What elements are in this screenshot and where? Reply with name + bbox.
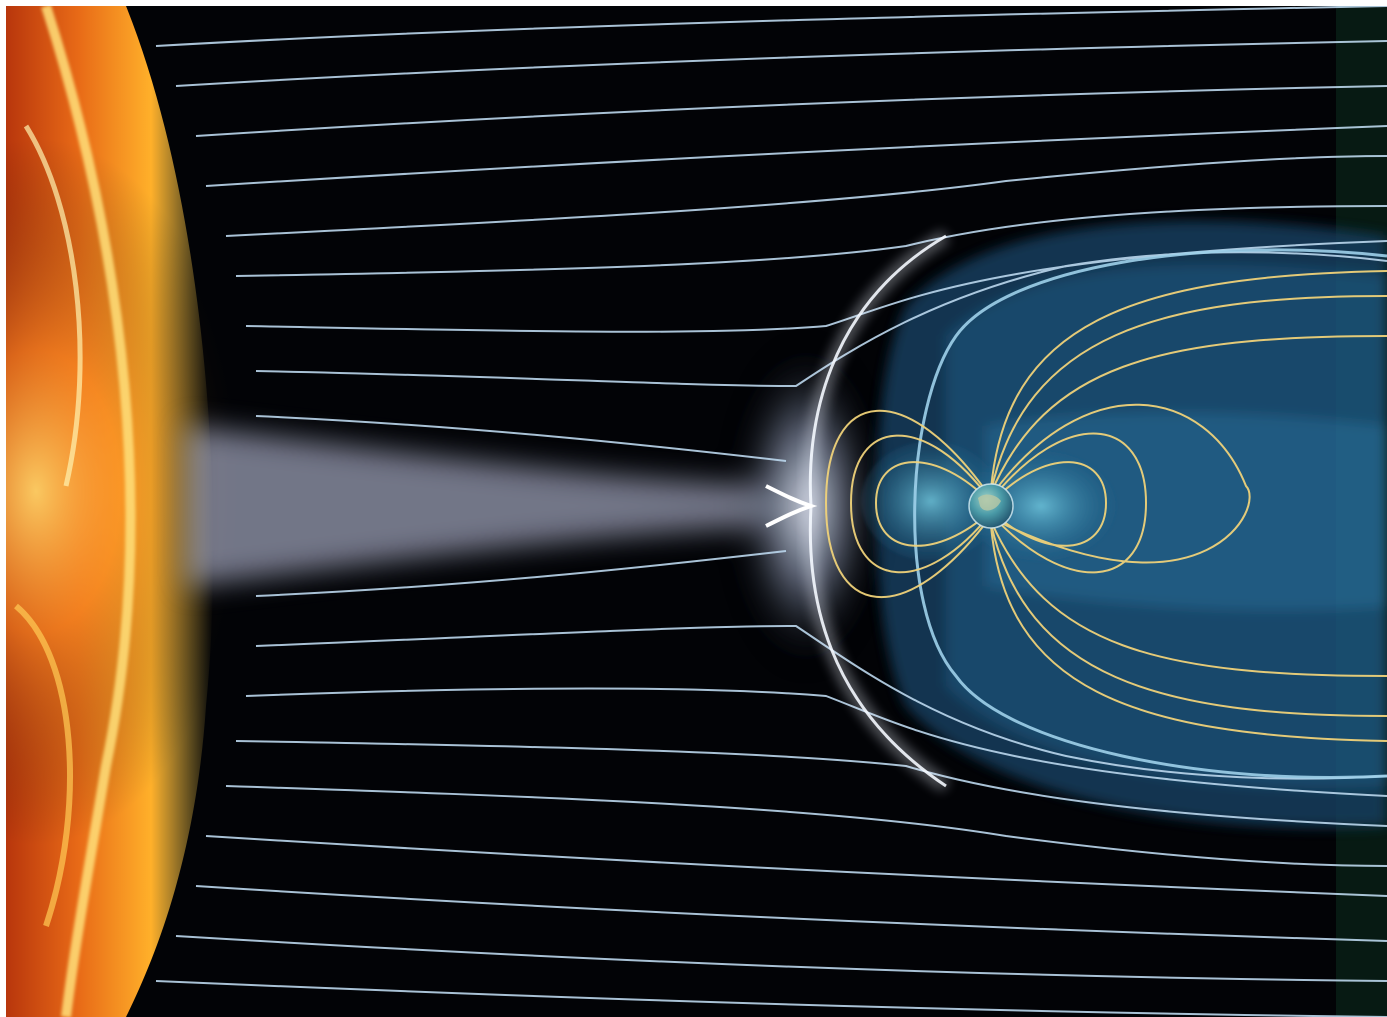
illustration-frame xyxy=(6,6,1387,1017)
earth-field-lines xyxy=(824,270,1387,742)
earth xyxy=(968,483,1014,529)
magnetosphere-illustration xyxy=(6,6,1387,1017)
magnetopause xyxy=(913,248,1387,780)
bow-shock xyxy=(765,229,950,792)
magnetotail xyxy=(876,220,1387,828)
solar-wind-lines-lower xyxy=(155,550,1387,1017)
